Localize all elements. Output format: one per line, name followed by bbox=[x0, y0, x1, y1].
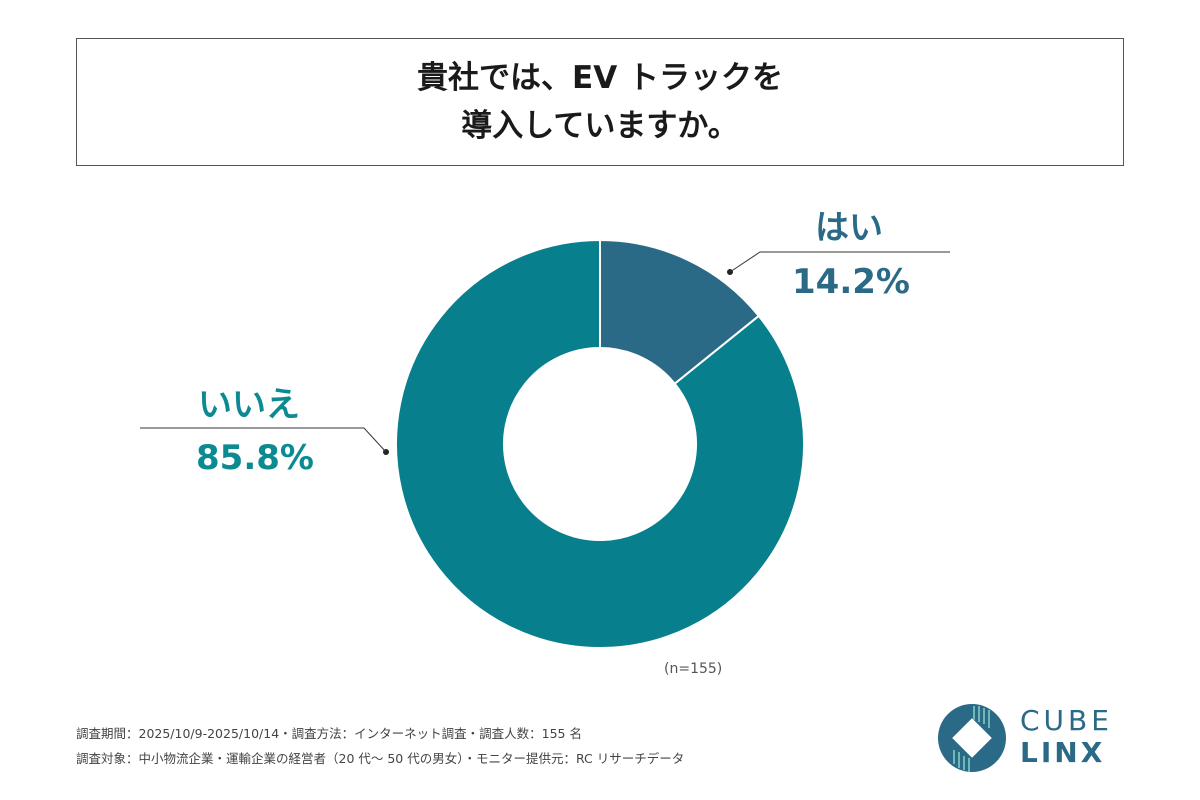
label-yes-category: はい bbox=[815, 208, 883, 248]
footer-line-2: 調査対象：中小物流企業・運輸企業の経営者（20 代～ 50 代の男女）・モニター… bbox=[76, 751, 685, 766]
logo-mark-icon bbox=[938, 704, 1006, 772]
label-no-category: いいえ bbox=[198, 385, 300, 425]
logo-text-linx: LINX bbox=[1020, 736, 1106, 769]
leader-line-yes bbox=[727, 251, 950, 275]
sample-size: (n=155) bbox=[664, 661, 723, 677]
title-line-2: 導入していますか。 bbox=[461, 108, 739, 144]
footer-line-1: 調査期間：2025/10/9-2025/10/14・調査方法：インターネット調査… bbox=[76, 726, 582, 741]
logo-text-cube: CUBE bbox=[1020, 704, 1113, 737]
leader-line-no bbox=[140, 427, 389, 455]
label-yes-value: 14.2% bbox=[792, 262, 910, 302]
title-line-1: 貴社では、EV トラックを bbox=[417, 60, 783, 96]
slice-no bbox=[395, 238, 805, 649]
cube-linx-logo: CUBE LINX bbox=[936, 700, 1136, 774]
chart-title: 貴社では、EV トラックを 導入していますか。 bbox=[76, 38, 1124, 166]
label-no-value: 85.8% bbox=[196, 438, 314, 478]
